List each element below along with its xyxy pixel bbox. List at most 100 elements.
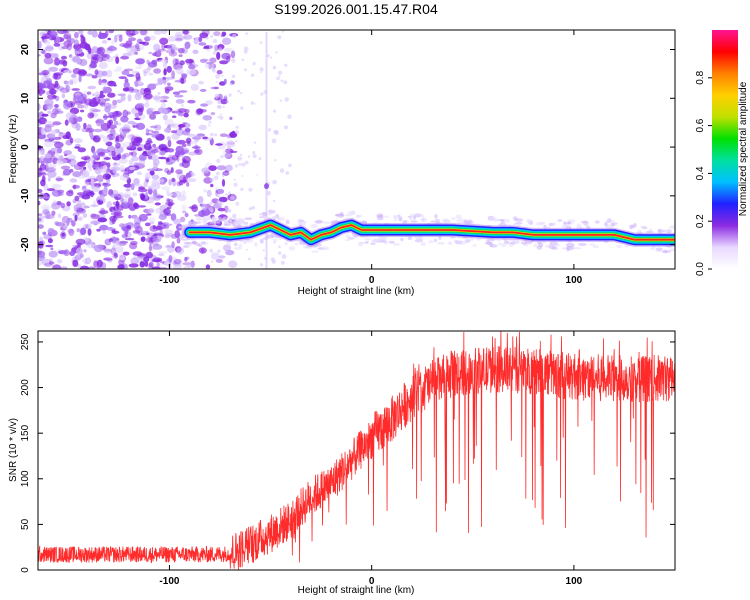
ridge-halo <box>357 241 364 247</box>
noise-speck <box>218 47 223 52</box>
noise-blob <box>43 193 51 198</box>
noise-blob <box>155 225 163 231</box>
noise-blob <box>127 134 132 140</box>
noise-blob <box>167 148 175 153</box>
noise-blob <box>91 109 101 112</box>
noise-blob <box>113 252 118 259</box>
noise-blob <box>181 160 190 169</box>
noise-blob <box>117 93 126 97</box>
noise-blob <box>46 166 57 173</box>
colorbar-tick-label: 0.8 <box>695 70 706 84</box>
noise-blob <box>106 226 114 231</box>
noise-blob <box>112 244 117 250</box>
ridge-halo <box>443 219 452 225</box>
noise-speck <box>280 260 285 265</box>
noise-blob <box>179 60 185 66</box>
noise-blob <box>216 51 221 60</box>
noise-blob <box>86 91 92 95</box>
noise-blob <box>91 75 98 79</box>
noise-blob <box>45 168 56 173</box>
noise-blob <box>178 90 188 93</box>
noise-blob <box>38 82 44 89</box>
noise-blob <box>153 30 162 35</box>
ridge-halo <box>428 240 434 244</box>
ridge-halo <box>455 214 462 219</box>
noise-speck <box>260 71 262 74</box>
noise-speck <box>225 249 228 252</box>
ridge-halo <box>351 210 356 216</box>
noise-blob <box>48 66 59 72</box>
noise-blob <box>99 119 105 125</box>
noise-blob <box>187 99 196 104</box>
noise-blob <box>77 216 83 221</box>
noise-blob <box>219 133 228 137</box>
noise-blob <box>178 47 185 54</box>
ridge-halo <box>223 223 232 227</box>
noise-blob <box>84 73 94 77</box>
x-tick-label: 100 <box>566 275 583 286</box>
noise-blob <box>162 114 168 121</box>
noise-blob <box>38 128 42 136</box>
noise-blob <box>65 112 76 120</box>
noise-blob <box>112 162 120 167</box>
noise-blob <box>166 65 172 73</box>
noise-blob <box>99 194 105 202</box>
noise-blob <box>65 82 69 89</box>
noise-blob <box>162 60 168 69</box>
noise-speck <box>252 154 257 159</box>
noise-blob <box>89 107 98 113</box>
noise-blob <box>135 122 146 130</box>
ridge-halo <box>610 222 618 225</box>
noise-blob <box>73 39 79 46</box>
ridge-halo <box>488 216 497 221</box>
noise-blob <box>178 124 182 131</box>
noise-blob <box>134 30 139 35</box>
noise-blob <box>175 31 183 38</box>
noise-blob <box>122 52 132 58</box>
ridge-halo <box>392 243 401 246</box>
ridge-halo <box>285 219 290 225</box>
noise-blob <box>52 121 61 126</box>
noise-blob <box>151 266 161 269</box>
ridge-halo <box>200 241 206 245</box>
noise-blob <box>87 266 96 269</box>
noise-blob <box>52 264 62 269</box>
noise-blob <box>98 78 102 86</box>
x-tick-label: 0 <box>369 275 375 286</box>
ridge-halo <box>486 241 492 245</box>
noise-blob <box>128 86 134 94</box>
noise-blob <box>132 125 136 128</box>
noise-blob <box>149 245 157 251</box>
noise-blob <box>182 210 187 214</box>
noise-blob <box>148 261 154 268</box>
noise-blob <box>175 68 184 74</box>
noise-blob <box>83 166 87 170</box>
ridge-halo <box>421 217 427 223</box>
noise-blob <box>152 143 157 148</box>
ridge-halo <box>196 215 202 221</box>
noise-blob <box>48 250 58 258</box>
noise-blob <box>134 80 139 88</box>
noise-blob <box>59 87 70 94</box>
noise-blob <box>77 264 82 269</box>
ridge-halo <box>561 224 570 229</box>
noise-blob <box>125 188 131 192</box>
noise-blob <box>120 196 124 204</box>
y-tick-label: 0 <box>20 567 31 573</box>
noise-blob <box>69 54 73 58</box>
noise-blob <box>185 172 192 179</box>
noise-blob <box>82 213 88 218</box>
noise-blob <box>52 153 61 162</box>
ridge-halo <box>195 242 201 247</box>
noise-blob <box>80 265 89 269</box>
noise-blob <box>172 115 177 118</box>
noise-blob <box>74 95 84 102</box>
noise-blob <box>181 47 188 54</box>
noise-speck <box>272 179 277 185</box>
noise-blob <box>52 136 62 140</box>
noise-speck <box>235 201 240 206</box>
noise-speck <box>216 158 221 164</box>
noise-blob <box>115 241 120 246</box>
noise-blob <box>76 247 83 256</box>
noise-blob <box>147 155 153 160</box>
